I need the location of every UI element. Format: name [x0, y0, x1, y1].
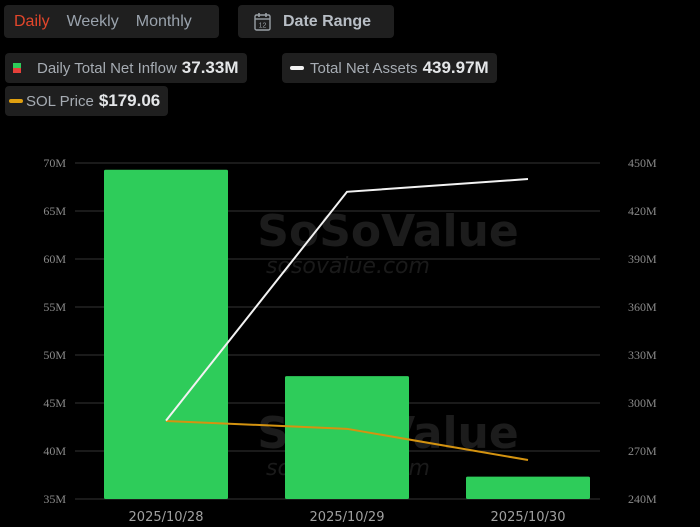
legend-assets-value: 439.97M: [422, 58, 489, 77]
inflow-bar[interactable]: [466, 476, 590, 499]
y-right-tick: 450M: [628, 156, 657, 170]
y-left-tick: 60M: [43, 252, 66, 266]
legend-price[interactable]: SOL Price $179.06: [5, 86, 169, 116]
legend-inflow-label: Daily Total Net Inflow: [37, 59, 177, 77]
y-left-tick: 40M: [43, 444, 66, 458]
y-right-tick: 330M: [628, 348, 657, 362]
y-left-tick: 50M: [43, 348, 66, 362]
tab-monthly[interactable]: Monthly: [135, 12, 192, 30]
date-range-label: Date Range: [283, 12, 372, 30]
legend-price-value: $179.06: [98, 91, 161, 110]
y-right-tick: 390M: [628, 252, 657, 266]
chart-canvas: 70M 450M 65M 420M 60M 390M 55M 360M 50M 330M 45M 30…: [43, 156, 657, 525]
watermark-url: sosovalue.com: [266, 254, 430, 279]
watermark-brand: SoSoValue: [257, 206, 518, 257]
x-tick-label: 2025/10/28: [129, 510, 204, 525]
legend-price-label: SOL Price: [26, 92, 94, 110]
inflow-bar[interactable]: [285, 376, 409, 499]
tab-daily[interactable]: Daily: [14, 12, 50, 30]
x-tick-label: 2025/10/29: [310, 510, 385, 525]
y-left-tick: 70M: [43, 156, 66, 170]
y-left-tick: 55M: [43, 300, 66, 314]
x-tick-label: 2025/10/30: [491, 510, 566, 525]
inflow-swatch-icon: [13, 63, 21, 73]
legend-inflow[interactable]: Daily Total Net Inflow 37.33M: [5, 53, 247, 83]
legend-inflow-value: 37.33M: [181, 58, 239, 77]
y-left-tick: 65M: [43, 204, 66, 218]
price-swatch-icon: [9, 99, 23, 103]
y-right-tick: 240M: [628, 492, 657, 506]
y-right-tick: 420M: [628, 204, 657, 218]
sol-price-line: [165, 420, 529, 461]
y-left-tick: 35M: [43, 492, 66, 506]
legend-assets[interactable]: Total Net Assets 439.97M: [282, 53, 497, 83]
y-right-tick: 360M: [628, 300, 657, 314]
tab-weekly[interactable]: Weekly: [66, 12, 119, 30]
svg-text:12: 12: [259, 23, 267, 30]
period-tabs: Daily Weekly Monthly: [4, 5, 219, 38]
y-left-tick: 45M: [43, 396, 66, 410]
y-right-tick: 300M: [628, 396, 657, 410]
y-right-tick: 270M: [628, 444, 657, 458]
net-assets-line: [165, 178, 529, 422]
assets-swatch-icon: [290, 66, 304, 70]
inflow-chart: 70M 450M 65M 420M 60M 390M 55M 360M 50M 330M 45M 30…: [0, 140, 700, 527]
date-range-button[interactable]: 12 Date Range: [238, 5, 394, 38]
legend-assets-label: Total Net Assets: [310, 59, 418, 77]
inflow-bar[interactable]: [104, 169, 228, 499]
calendar-icon: 12: [254, 12, 271, 31]
